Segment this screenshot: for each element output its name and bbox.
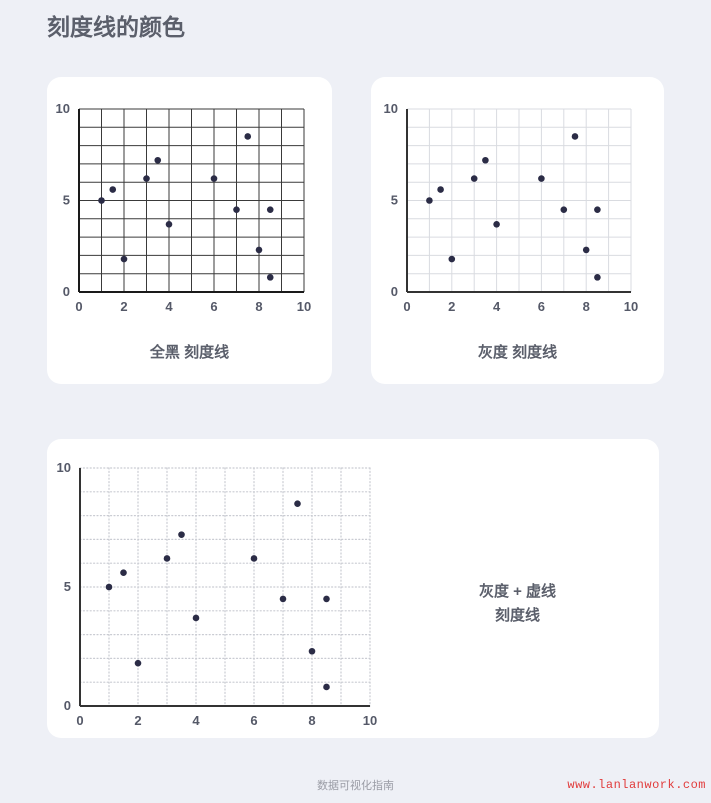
svg-text:0: 0 [63,284,70,299]
svg-text:2: 2 [448,299,455,314]
svg-text:10: 10 [56,101,70,116]
svg-text:10: 10 [57,460,71,475]
svg-text:0: 0 [391,284,398,299]
svg-text:8: 8 [255,299,262,314]
svg-text:10: 10 [297,299,311,314]
svg-text:2: 2 [134,713,141,728]
svg-text:4: 4 [192,713,200,728]
svg-text:0: 0 [76,713,83,728]
svg-text:5: 5 [391,193,398,208]
svg-text:4: 4 [493,299,501,314]
svg-text:10: 10 [624,299,638,314]
svg-text:8: 8 [308,713,315,728]
svg-text:10: 10 [363,713,377,728]
svg-text:6: 6 [210,299,217,314]
svg-text:4: 4 [165,299,173,314]
svg-text:8: 8 [583,299,590,314]
svg-text:6: 6 [250,713,257,728]
svg-text:0: 0 [75,299,82,314]
svg-text:5: 5 [64,579,71,594]
svg-text:0: 0 [403,299,410,314]
svg-text:6: 6 [538,299,545,314]
svg-text:10: 10 [384,101,398,116]
svg-text:5: 5 [63,193,70,208]
svg-text:0: 0 [64,698,71,713]
svg-text:2: 2 [120,299,127,314]
